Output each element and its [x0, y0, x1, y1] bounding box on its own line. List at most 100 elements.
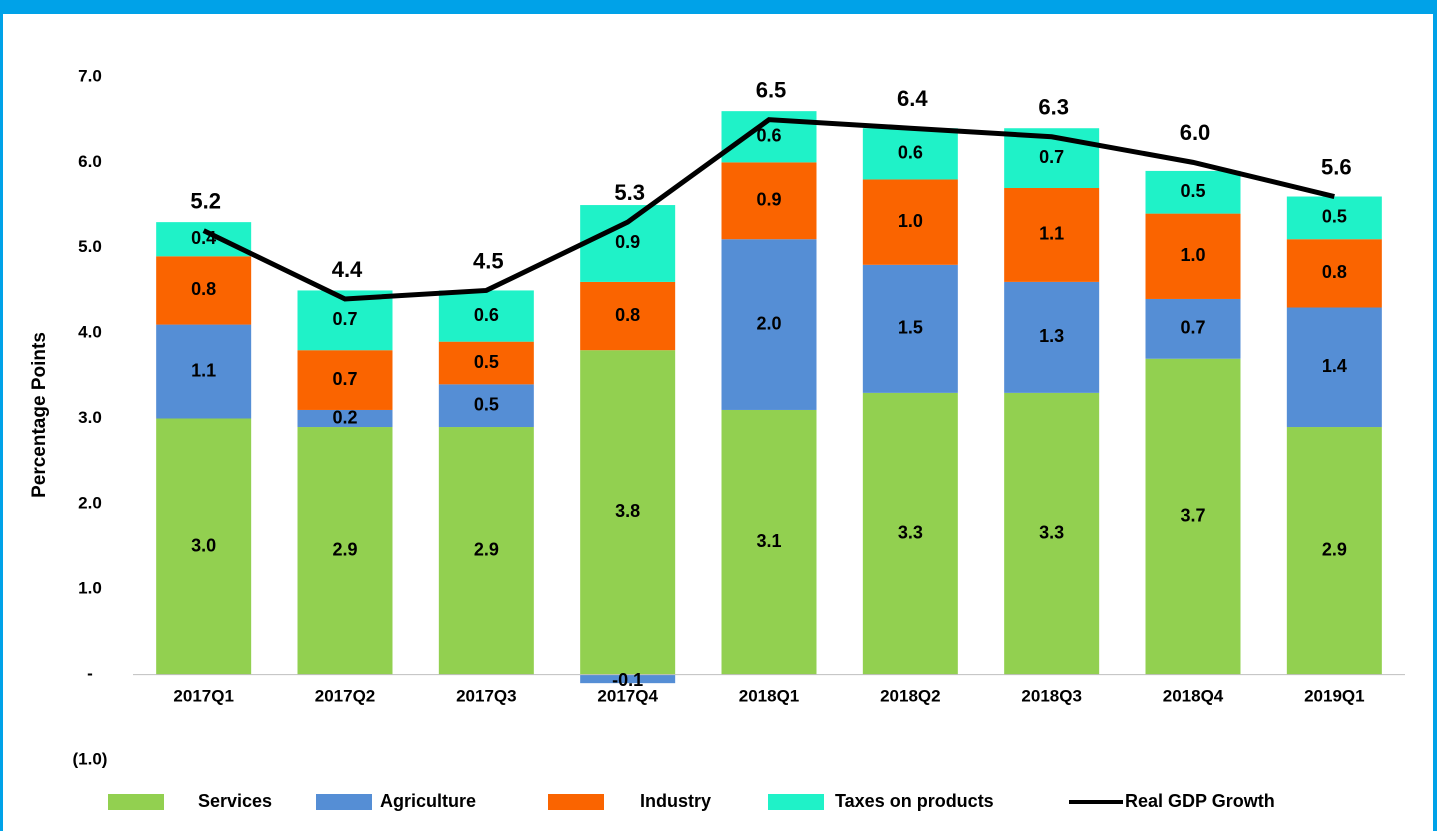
line-label: 4.5	[473, 248, 504, 273]
x-tick-label: 2017Q2	[315, 686, 376, 705]
bar-segment	[862, 392, 958, 675]
x-tick-label: 2017Q3	[456, 686, 517, 705]
y-tick-label: 3.0	[78, 408, 102, 427]
bar-segment	[156, 222, 252, 257]
bar-segment	[438, 384, 534, 428]
data-label: 1.4	[1322, 356, 1347, 376]
data-label: 3.7	[1180, 505, 1205, 525]
data-label: 0.7	[1039, 147, 1064, 167]
data-label: 0.5	[474, 352, 499, 372]
data-label: 3.0	[191, 535, 216, 555]
data-label: 1.1	[1039, 224, 1064, 244]
bar-segment	[1004, 281, 1100, 393]
x-tick-label: 2018Q2	[880, 686, 941, 705]
line-series	[202, 117, 1335, 302]
bar-segment	[1004, 187, 1100, 282]
x-tick-label: 2018Q3	[1021, 686, 1082, 705]
bar-segment	[1145, 358, 1241, 675]
bar-segment	[156, 418, 252, 675]
frame-left	[0, 0, 3, 831]
data-label: 0.8	[191, 279, 216, 299]
x-tick-label: 2019Q1	[1304, 686, 1365, 705]
bar-segment	[580, 350, 676, 675]
data-label: 1.3	[1039, 326, 1064, 346]
bar-segment	[1145, 170, 1241, 214]
legend-swatch	[108, 794, 164, 810]
bar-segment	[438, 427, 534, 675]
bar-segment	[297, 409, 393, 428]
frame-right	[1433, 0, 1437, 831]
data-label: 2.0	[756, 313, 781, 333]
bar-segment	[1286, 427, 1382, 675]
bar-segment	[580, 674, 676, 684]
data-label: 0.5	[1322, 207, 1347, 227]
header-bar	[0, 0, 1437, 14]
legend-label: Agriculture	[380, 791, 476, 811]
data-label: 3.1	[756, 531, 781, 551]
data-label: 0.6	[474, 305, 499, 325]
data-label: 0.7	[332, 309, 357, 329]
legend-label: Services	[198, 791, 272, 811]
y-tick-label: 5.0	[78, 237, 102, 256]
line-label: 6.4	[897, 86, 928, 111]
data-label: 0.5	[1180, 181, 1205, 201]
data-label: 0.9	[756, 190, 781, 210]
bar-segment	[580, 205, 676, 282]
data-label: 2.9	[332, 540, 357, 560]
x-tick-label: 2018Q4	[1163, 686, 1224, 705]
data-label: 0.6	[756, 126, 781, 146]
bar-segment	[1145, 213, 1241, 299]
legend-swatch	[316, 794, 372, 810]
bar-segment	[721, 239, 817, 410]
bar-segment	[580, 281, 676, 351]
y-axis-label: Percentage Points	[29, 332, 50, 498]
legend-label: Industry	[640, 791, 711, 811]
line-label: 6.0	[1180, 120, 1211, 145]
bar-segment	[156, 324, 252, 419]
y-tick-label: 1.0	[78, 579, 102, 598]
x-tick-label: 2017Q4	[597, 686, 658, 705]
x-tick-label: 2017Q1	[173, 686, 234, 705]
line-label: 4.4	[332, 257, 363, 282]
bar-segment	[438, 290, 534, 342]
y-tick-label: 4.0	[78, 323, 102, 342]
data-label: 1.5	[898, 318, 923, 338]
y-tick-label: -	[87, 664, 93, 683]
bar-segment	[862, 128, 958, 180]
bar-segment	[297, 427, 393, 675]
legend-label: Taxes on products	[835, 791, 994, 811]
x-tick-label: 2018Q1	[739, 686, 800, 705]
data-label: 0.8	[615, 305, 640, 325]
data-label: 3.3	[898, 523, 923, 543]
bar-segment	[438, 341, 534, 385]
line-label: 6.5	[756, 78, 787, 103]
data-label: 0.7	[332, 369, 357, 389]
data-label: 0.5	[474, 394, 499, 414]
bar-segment	[1286, 196, 1382, 240]
data-label: 1.1	[191, 360, 216, 380]
bar-segment	[862, 179, 958, 265]
data-label: 2.9	[1322, 540, 1347, 560]
data-label: 3.8	[615, 501, 640, 521]
bar-segment	[1286, 307, 1382, 428]
data-label: -0.1	[612, 670, 643, 690]
data-label: 0.6	[898, 143, 923, 163]
line-label: 5.2	[190, 188, 221, 213]
line-label: 6.3	[1038, 95, 1069, 120]
data-label: 0.7	[1180, 318, 1205, 338]
line-label: 5.6	[1321, 154, 1352, 179]
legend-swatch	[548, 794, 604, 810]
data-label: 1.0	[1180, 245, 1205, 265]
bar-segment	[156, 256, 252, 325]
bar-segment	[721, 409, 817, 675]
data-label: 0.2	[332, 407, 357, 427]
bar-segment	[297, 350, 393, 410]
line-label: 5.3	[614, 180, 645, 205]
bar-segment	[1145, 298, 1241, 359]
data-label: 0.8	[1322, 262, 1347, 282]
y-tick-label: (1.0)	[73, 749, 108, 768]
bar-segment	[862, 264, 958, 393]
data-label: 3.3	[1039, 523, 1064, 543]
data-label: 1.0	[898, 211, 923, 231]
